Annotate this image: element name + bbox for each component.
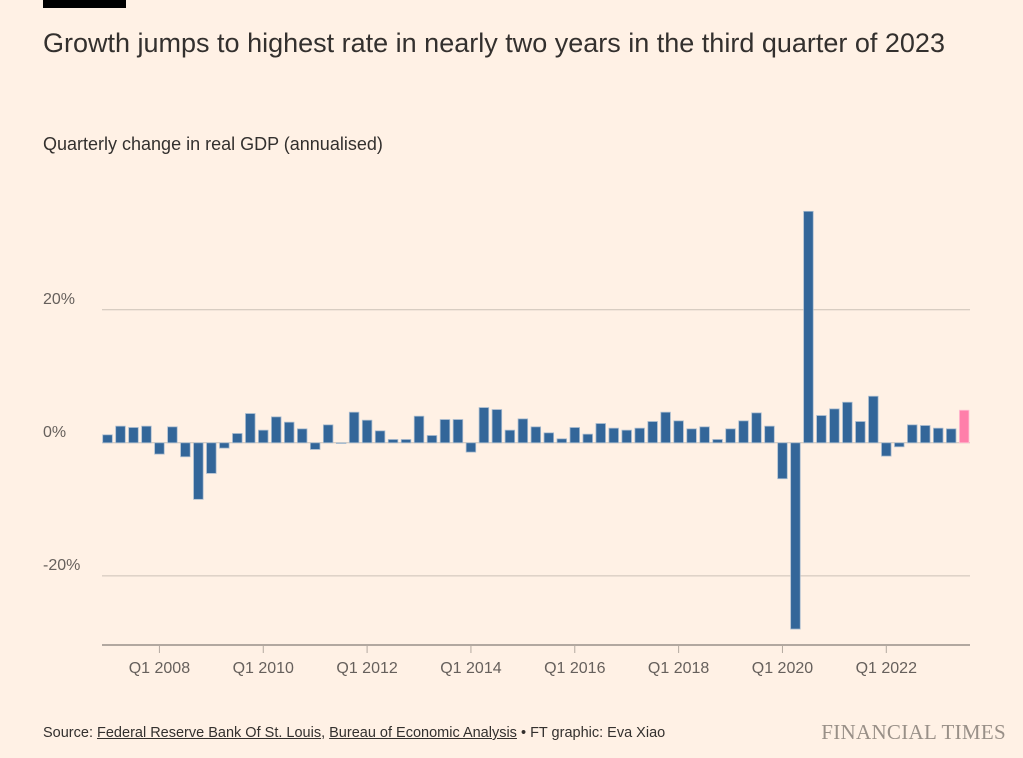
bar (296, 428, 308, 444)
bar (141, 425, 152, 444)
bar (881, 442, 892, 457)
bar (556, 438, 568, 444)
bar (517, 418, 529, 444)
bar (712, 439, 723, 444)
chart-subtitle: Quarterly change in real GDP (annualised… (43, 134, 383, 154)
bar (219, 442, 230, 449)
bar (803, 210, 814, 444)
bar (647, 421, 658, 444)
chart-title: Growth jumps to highest rate in nearly t… (43, 28, 945, 58)
bar (335, 442, 347, 444)
x-tick-label: Q1 2010 (233, 660, 294, 677)
bar (102, 434, 113, 444)
bar (115, 425, 126, 444)
financial-times-logo: FINANCIAL TIMES (821, 720, 1006, 744)
bar (738, 420, 749, 444)
bar (465, 442, 477, 453)
bar (245, 413, 256, 444)
bar (232, 433, 243, 444)
bar (764, 425, 775, 444)
bar (946, 428, 957, 444)
bar (855, 421, 866, 444)
bar (439, 419, 451, 444)
bar (621, 429, 632, 444)
bar (751, 412, 762, 444)
footer-source: Source: Federal Reserve Bank Of St. Loui… (43, 725, 665, 741)
bar (673, 420, 684, 444)
bar (634, 427, 645, 444)
bar (790, 442, 801, 630)
x-tick-label: Q1 2016 (544, 660, 605, 677)
bar (868, 395, 879, 444)
source-label: Source: (43, 725, 93, 741)
bar (387, 439, 399, 444)
x-tick-label: Q1 2022 (856, 660, 917, 677)
bar (206, 442, 217, 474)
bar (348, 411, 360, 444)
bar (686, 428, 697, 444)
bar (193, 442, 204, 500)
bar (699, 426, 710, 444)
bar (426, 435, 438, 444)
bar (491, 409, 503, 444)
bar (180, 442, 191, 458)
bar (777, 442, 788, 480)
x-tick-label: Q1 2020 (752, 660, 813, 677)
bar (271, 416, 282, 444)
bar (167, 426, 178, 444)
bar (478, 407, 490, 444)
source-link-bea[interactable]: Bureau of Economic Analysis (329, 725, 517, 741)
bar (920, 425, 931, 444)
bar (284, 421, 295, 444)
bar (595, 423, 606, 444)
bar (309, 442, 321, 450)
y-tick-label: -20% (43, 557, 80, 574)
bar (725, 428, 736, 444)
bar (660, 411, 671, 444)
bar (608, 427, 619, 444)
x-tick-label: Q1 2018 (648, 660, 709, 677)
bar-highlight (958, 409, 970, 444)
bar (842, 401, 853, 444)
x-tick-label: Q1 2008 (129, 660, 190, 677)
bar (504, 429, 516, 444)
x-tick-label: Q1 2012 (336, 660, 397, 677)
bar (829, 408, 840, 444)
bar (816, 415, 827, 444)
bar (907, 424, 918, 444)
bar (894, 442, 905, 448)
bar (933, 427, 944, 444)
bar (374, 430, 386, 444)
bar (530, 426, 542, 444)
bar (452, 419, 464, 444)
bar (361, 419, 373, 444)
bar (569, 427, 580, 444)
source-link-fred[interactable]: Federal Reserve Bank Of St. Louis (97, 725, 322, 741)
graphic-credit: FT graphic: Eva Xiao (530, 725, 666, 741)
bar (400, 439, 412, 444)
y-tick-label: 20% (43, 291, 75, 308)
bar (154, 442, 165, 455)
ft-top-bar (43, 0, 126, 8)
comma: , (321, 725, 326, 741)
y-tick-label: 0% (43, 424, 66, 441)
x-tick-label: Q1 2014 (440, 660, 501, 677)
bar (322, 424, 334, 444)
bar (582, 433, 593, 444)
bar (128, 427, 139, 444)
bar (413, 415, 425, 444)
separator-dot: • (520, 725, 527, 741)
bar (543, 432, 555, 444)
bar (258, 429, 269, 444)
